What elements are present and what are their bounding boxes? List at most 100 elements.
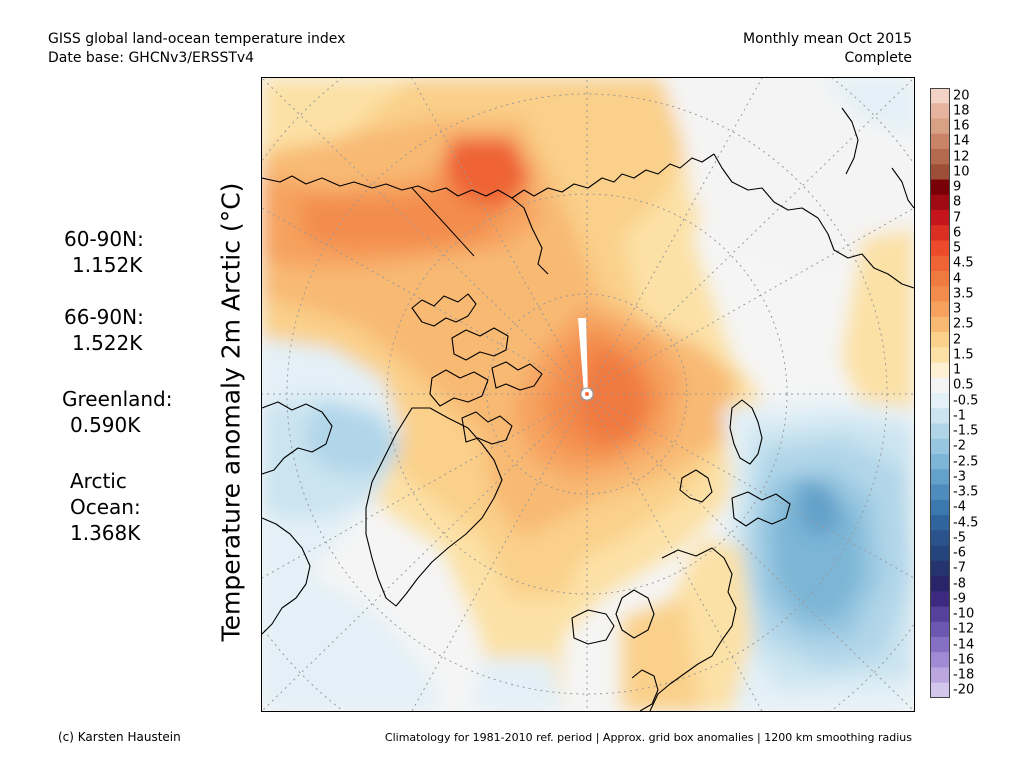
colorbar-segment <box>930 179 950 196</box>
colorbar-tick-label: 14 <box>953 133 970 149</box>
pole-dot <box>585 392 589 396</box>
anomaly-field <box>262 78 914 711</box>
colorbar-tick-label: 20 <box>953 88 970 104</box>
colorbar-tick-label: -0.5 <box>953 393 979 409</box>
colorbar-tick-label: 0.5 <box>953 377 974 393</box>
colorbar-segment <box>930 255 950 272</box>
colorbar-segment <box>930 682 950 699</box>
colorbar <box>930 88 950 699</box>
colorbar-tick-label: -14 <box>953 637 975 653</box>
anomaly-map <box>262 78 914 711</box>
colorbar-tick-label: -2 <box>953 438 966 454</box>
colorbar-tick-label: 2.5 <box>953 316 974 332</box>
stat-greenland: Greenland: 0.590K <box>62 386 173 438</box>
header-right: Monthly mean Oct 2015 Complete <box>743 30 912 68</box>
y-axis-label: Temperature anomaly 2m Arctic (°C) <box>216 182 246 642</box>
stat-arctic-ocean: Arctic Ocean: 1.368K <box>70 468 141 546</box>
colorbar-tick-label: -3.5 <box>953 484 979 500</box>
colorbar-segment <box>930 103 950 120</box>
header-left: GISS global land-ocean temperature index… <box>48 30 345 68</box>
stat-value: 1.368K <box>70 521 141 545</box>
colorbar-tick-label: 2 <box>953 332 962 348</box>
status-label: Complete <box>844 50 912 66</box>
colorbar-segment <box>930 362 950 379</box>
colorbar-outline <box>930 88 950 698</box>
colorbar-segment <box>930 621 950 638</box>
colorbar-tick-label: 1 <box>953 362 962 378</box>
colorbar-segment <box>930 469 950 486</box>
colorbar-tick-label: -18 <box>953 667 975 683</box>
colorbar-segment <box>930 347 950 364</box>
colorbar-segment <box>930 652 950 669</box>
colorbar-segment <box>930 377 950 394</box>
colorbar-segment <box>930 560 950 577</box>
colorbar-tick-label: 5 <box>953 240 962 256</box>
colorbar-tick-label: -9 <box>953 591 966 607</box>
dateline <box>411 187 475 257</box>
coastlines <box>262 107 914 711</box>
colorbar-tick-label: 4.5 <box>953 255 974 271</box>
colorbar-segment <box>930 484 950 501</box>
period-label: Monthly mean Oct 2015 <box>743 31 912 47</box>
colorbar-tick-label: -8 <box>953 576 966 592</box>
colorbar-segment <box>930 164 950 181</box>
colorbar-tick-label: -20 <box>953 682 975 698</box>
stat-label: 66-90N: <box>64 305 144 329</box>
colorbar-tick-label: -10 <box>953 606 975 622</box>
colorbar-segment <box>930 393 950 409</box>
stat-value: 1.152K <box>72 253 143 277</box>
colorbar-segment <box>930 286 950 303</box>
colorbar-segment <box>930 637 950 653</box>
pole-wedge <box>578 318 588 394</box>
colorbar-segment <box>930 88 950 104</box>
colorbar-tick-label: -12 <box>953 621 975 637</box>
colorbar-segment <box>930 210 950 226</box>
colorbar-segment <box>930 438 950 455</box>
colorbar-tick-label: 10 <box>953 164 970 180</box>
colorbar-segment <box>930 240 950 257</box>
colorbar-segment <box>930 667 950 684</box>
colorbar-tick-label: 18 <box>953 103 970 119</box>
stat-value: 1.522K <box>72 331 143 355</box>
colorbar-svg <box>930 88 950 699</box>
credit: (c) Karsten Haustein <box>58 730 181 744</box>
colorbar-tick-label: -6 <box>953 545 966 561</box>
colorbar-segment <box>930 149 950 165</box>
colorbar-segment <box>930 454 950 470</box>
colorbar-tick-label: -3 <box>953 469 966 485</box>
colorbar-tick-label: -2.5 <box>953 454 979 470</box>
colorbar-segment <box>930 591 950 608</box>
colorbar-segment <box>930 133 950 150</box>
colorbar-tick-label: 7 <box>953 210 962 226</box>
colorbar-tick-label: 4 <box>953 271 962 287</box>
colorbar-segment <box>930 194 950 211</box>
colorbar-tick-label: 9 <box>953 179 962 195</box>
stat-label: 60-90N: <box>64 227 144 251</box>
colorbar-segment <box>930 225 950 242</box>
stat-60-90n: 60-90N: 1.152K <box>64 226 144 278</box>
colorbar-segment <box>930 271 950 287</box>
colorbar-segment <box>930 301 950 318</box>
database-label: Date base: GHCNv3/ERSSTv4 <box>48 50 255 66</box>
colorbar-tick-label: 3.5 <box>953 286 974 302</box>
colorbar-tick-label: -16 <box>953 652 975 668</box>
footnote: Climatology for 1981-2010 ref. period | … <box>384 731 912 744</box>
stat-value: 0.590K <box>70 413 141 437</box>
colorbar-segment <box>930 606 950 623</box>
colorbar-segment <box>930 423 950 440</box>
stat-66-90n: 66-90N: 1.522K <box>64 304 144 356</box>
colorbar-segment <box>930 576 950 592</box>
colorbar-tick-label: 16 <box>953 118 970 134</box>
colorbar-segment <box>930 316 950 333</box>
stat-label: Arctic <box>70 469 127 493</box>
colorbar-tick-label: 12 <box>953 149 970 165</box>
stat-label: Greenland: <box>62 387 173 411</box>
colorbar-tick-label: -1 <box>953 408 966 424</box>
colorbar-segment <box>930 118 950 135</box>
colorbar-tick-label: 8 <box>953 194 962 210</box>
colorbar-segment <box>930 515 950 531</box>
colorbar-tick-label: -4.5 <box>953 515 979 531</box>
colorbar-tick-label: 1.5 <box>953 347 974 363</box>
colorbar-segment <box>930 332 950 348</box>
colorbar-tick-label: 3 <box>953 301 962 317</box>
